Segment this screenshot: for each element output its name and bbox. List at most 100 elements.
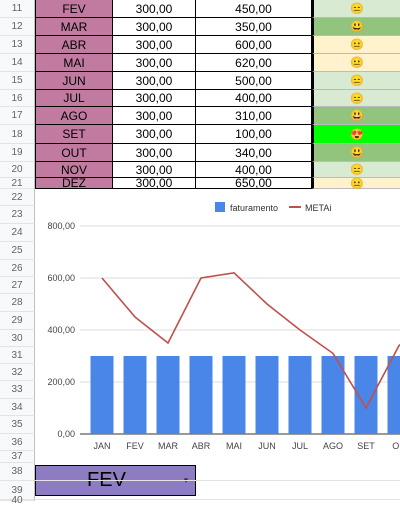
legend-swatch-faturamento bbox=[215, 202, 225, 212]
status-emoji-cell[interactable]: 😑 bbox=[312, 90, 400, 107]
meta-cell[interactable]: 310,00 bbox=[196, 107, 312, 125]
row-number[interactable]: 35 bbox=[0, 416, 35, 434]
faturamento-cell[interactable]: 300,00 bbox=[113, 18, 196, 36]
row-number[interactable]: 18 bbox=[0, 125, 35, 144]
faturamento-cell[interactable]: 300,00 bbox=[113, 72, 196, 90]
row-number[interactable]: 15 bbox=[0, 72, 35, 90]
faturamento-cell[interactable]: 300,00 bbox=[113, 90, 196, 107]
row-number-row: 38 bbox=[0, 463, 35, 481]
row-number[interactable]: 23 bbox=[0, 206, 35, 224]
row-number[interactable]: 27 bbox=[0, 277, 35, 294]
status-emoji-cell[interactable]: 😃 bbox=[312, 144, 400, 162]
x-tick-label: MAR bbox=[158, 441, 179, 451]
meta-cell[interactable]: 600,00 bbox=[196, 36, 312, 54]
month-cell[interactable]: JUN bbox=[35, 72, 113, 90]
status-emoji-cell[interactable]: 😃 bbox=[312, 107, 400, 125]
faturamento-cell[interactable]: 300,00 bbox=[113, 54, 196, 72]
month-cell[interactable]: ABR bbox=[35, 36, 113, 54]
row-number[interactable]: 19 bbox=[0, 144, 35, 162]
meta-cell[interactable]: 620,00 bbox=[196, 54, 312, 72]
x-tick-label: AGO bbox=[323, 441, 343, 451]
status-emoji-cell[interactable]: 😐 bbox=[312, 54, 400, 72]
month-cell[interactable]: AGO bbox=[35, 107, 113, 125]
row-number-row: 36 bbox=[0, 434, 35, 451]
meta-cell[interactable]: 650,00 bbox=[196, 178, 312, 189]
row-number[interactable]: 14 bbox=[0, 54, 35, 72]
row-number[interactable]: 36 bbox=[0, 434, 35, 451]
row-number[interactable]: 20 bbox=[0, 162, 35, 178]
row-number-row: 34 bbox=[0, 399, 35, 416]
row-number-row: 37 bbox=[0, 451, 35, 463]
row-number[interactable]: 17 bbox=[0, 107, 35, 125]
faturamento-cell[interactable]: 300,00 bbox=[113, 107, 196, 125]
row-number-row: 25 bbox=[0, 242, 35, 260]
month-cell[interactable]: FEV bbox=[35, 0, 113, 18]
faturamento-cell[interactable]: 300,00 bbox=[113, 125, 196, 144]
row-number[interactable]: 16 bbox=[0, 90, 35, 107]
faturamento-cell[interactable]: 300,00 bbox=[113, 178, 196, 189]
meta-cell[interactable]: 340,00 bbox=[196, 144, 312, 162]
row-number[interactable]: 37 bbox=[0, 451, 35, 463]
month-cell[interactable]: SET bbox=[35, 125, 113, 144]
row-number[interactable]: 21 bbox=[0, 178, 35, 189]
meta-cell[interactable]: 450,00 bbox=[196, 0, 312, 18]
row-number-row: 27 bbox=[0, 277, 35, 294]
meta-cell[interactable]: 500,00 bbox=[196, 72, 312, 90]
x-tick-label: JUN bbox=[258, 441, 276, 451]
status-emoji-cell[interactable]: 😐 bbox=[312, 178, 400, 189]
month-cell[interactable]: MAR bbox=[35, 18, 113, 36]
status-emoji-cell[interactable]: 😃 bbox=[312, 18, 400, 36]
meta-cell[interactable]: 350,00 bbox=[196, 18, 312, 36]
status-emoji-cell[interactable]: 😑 bbox=[312, 72, 400, 90]
row-number[interactable]: 31 bbox=[0, 347, 35, 364]
faturamento-cell[interactable]: 300,00 bbox=[113, 36, 196, 54]
row-number-row: 26 bbox=[0, 260, 35, 277]
row-number[interactable]: 40 bbox=[0, 500, 35, 501]
status-emoji-cell[interactable]: 😑 bbox=[312, 0, 400, 18]
month-cell[interactable]: MAI bbox=[35, 54, 113, 72]
row-number[interactable]: 29 bbox=[0, 312, 35, 330]
row-number[interactable]: 24 bbox=[0, 224, 35, 242]
row-number[interactable]: 30 bbox=[0, 330, 35, 347]
x-tick-label: FEV bbox=[126, 441, 144, 451]
row-number-row: 29 bbox=[0, 312, 35, 330]
row-number-row: 30 bbox=[0, 330, 35, 347]
row-number[interactable]: 38 bbox=[0, 463, 35, 481]
status-emoji-cell[interactable]: 😍 bbox=[312, 125, 400, 144]
row-number[interactable]: 26 bbox=[0, 260, 35, 277]
bar bbox=[289, 356, 312, 434]
row-number[interactable]: 13 bbox=[0, 36, 35, 54]
row-number[interactable]: 33 bbox=[0, 381, 35, 399]
row-number-row: 28 bbox=[0, 294, 35, 312]
month-cell[interactable]: OUT bbox=[35, 144, 113, 162]
row-number[interactable]: 11 bbox=[0, 0, 35, 18]
y-tick-label: 200,00 bbox=[47, 377, 75, 387]
legend-label-meta: METAi bbox=[305, 203, 331, 213]
faturamento-cell[interactable]: 300,00 bbox=[113, 0, 196, 18]
bar bbox=[256, 356, 279, 434]
row-number[interactable]: 22 bbox=[0, 189, 35, 206]
row-number[interactable]: 12 bbox=[0, 18, 35, 36]
meta-cell[interactable]: 100,00 bbox=[196, 125, 312, 144]
status-emoji-cell[interactable]: 😐 bbox=[312, 36, 400, 54]
row-number[interactable]: 25 bbox=[0, 242, 35, 260]
month-cell[interactable]: JUL bbox=[35, 90, 113, 107]
x-tick-label: JUL bbox=[292, 441, 308, 451]
meta-cell[interactable]: 400,00 bbox=[196, 90, 312, 107]
row-number-row: 24 bbox=[0, 224, 35, 242]
row-number-row: 23 bbox=[0, 206, 35, 224]
row-number[interactable]: 34 bbox=[0, 399, 35, 416]
month-cell[interactable]: DEZ bbox=[35, 178, 113, 189]
row-number[interactable]: 28 bbox=[0, 294, 35, 312]
bar bbox=[91, 356, 114, 434]
row-number[interactable]: 32 bbox=[0, 364, 35, 381]
faturamento-cell[interactable]: 300,00 bbox=[113, 144, 196, 162]
